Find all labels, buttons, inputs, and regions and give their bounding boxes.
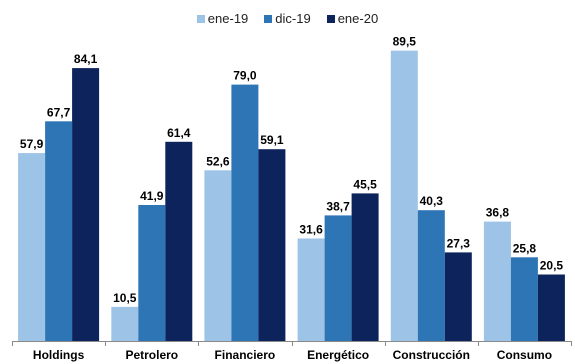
legend-swatch xyxy=(326,14,335,23)
data-label: 67,7 xyxy=(47,105,71,119)
data-label: 25,8 xyxy=(513,241,537,255)
bar-ene-19-Petrolero xyxy=(111,306,139,341)
data-label: 40,3 xyxy=(420,194,444,208)
data-label: 45,5 xyxy=(353,177,377,191)
category-label: Consumo xyxy=(497,348,552,362)
bar-dic-19-Energético xyxy=(324,215,352,341)
bar-ene-20-Consumo xyxy=(537,274,565,341)
data-label: 61,4 xyxy=(167,126,191,140)
legend-item-dic-19: dic-19 xyxy=(264,11,311,26)
data-label: 31,6 xyxy=(299,223,323,237)
data-label: 36,8 xyxy=(486,206,510,220)
chart-legend: ene-19 dic-19 ene-20 xyxy=(0,11,575,26)
bar-ene-20-Holdings xyxy=(72,68,100,341)
bar-ene-19-Consumo xyxy=(483,221,511,341)
bar-ene-19-Financiero xyxy=(204,170,232,341)
data-label: 38,7 xyxy=(326,199,350,213)
bar-ene-19-Construcción xyxy=(390,50,418,341)
data-label: 59,1 xyxy=(260,133,284,147)
bar-ene-20-Financiero xyxy=(258,149,286,341)
legend-label: ene-19 xyxy=(207,11,249,26)
bar-dic-19-Petrolero xyxy=(138,205,166,341)
data-label: 27,3 xyxy=(447,236,471,250)
data-label: 79,0 xyxy=(233,69,257,83)
category-label: Holdings xyxy=(33,348,85,362)
bar-ene-20-Energético xyxy=(351,193,379,341)
data-label: 10,5 xyxy=(113,291,137,305)
bar-ene-19-Energético xyxy=(297,238,325,341)
legend-swatch xyxy=(196,14,205,23)
category-label: Construcción xyxy=(393,348,470,362)
bar-dic-19-Consumo xyxy=(510,257,538,341)
legend-swatch xyxy=(264,14,273,23)
data-label: 41,9 xyxy=(140,189,164,203)
legend-item-ene-19: ene-19 xyxy=(196,11,249,26)
legend-item-ene-20: ene-20 xyxy=(326,11,379,26)
data-label: 89,5 xyxy=(393,35,417,49)
bar-dic-19-Holdings xyxy=(45,121,73,341)
legend-label: ene-20 xyxy=(337,11,379,26)
category-label: Financiero xyxy=(215,348,276,362)
data-label: 52,6 xyxy=(206,154,230,168)
legend-label: dic-19 xyxy=(275,11,311,26)
data-label: 84,1 xyxy=(74,52,98,66)
data-label: 20,5 xyxy=(540,259,564,273)
bar-dic-19-Construcción xyxy=(417,210,445,341)
bar-ene-20-Petrolero xyxy=(165,141,193,341)
bar-dic-19-Financiero xyxy=(231,84,259,341)
bar-ene-19-Holdings xyxy=(18,153,46,341)
category-label: Energético xyxy=(307,348,369,362)
category-label: Petrolero xyxy=(125,348,178,362)
data-label: 57,9 xyxy=(20,137,44,151)
bar-ene-20-Construcción xyxy=(444,252,472,341)
